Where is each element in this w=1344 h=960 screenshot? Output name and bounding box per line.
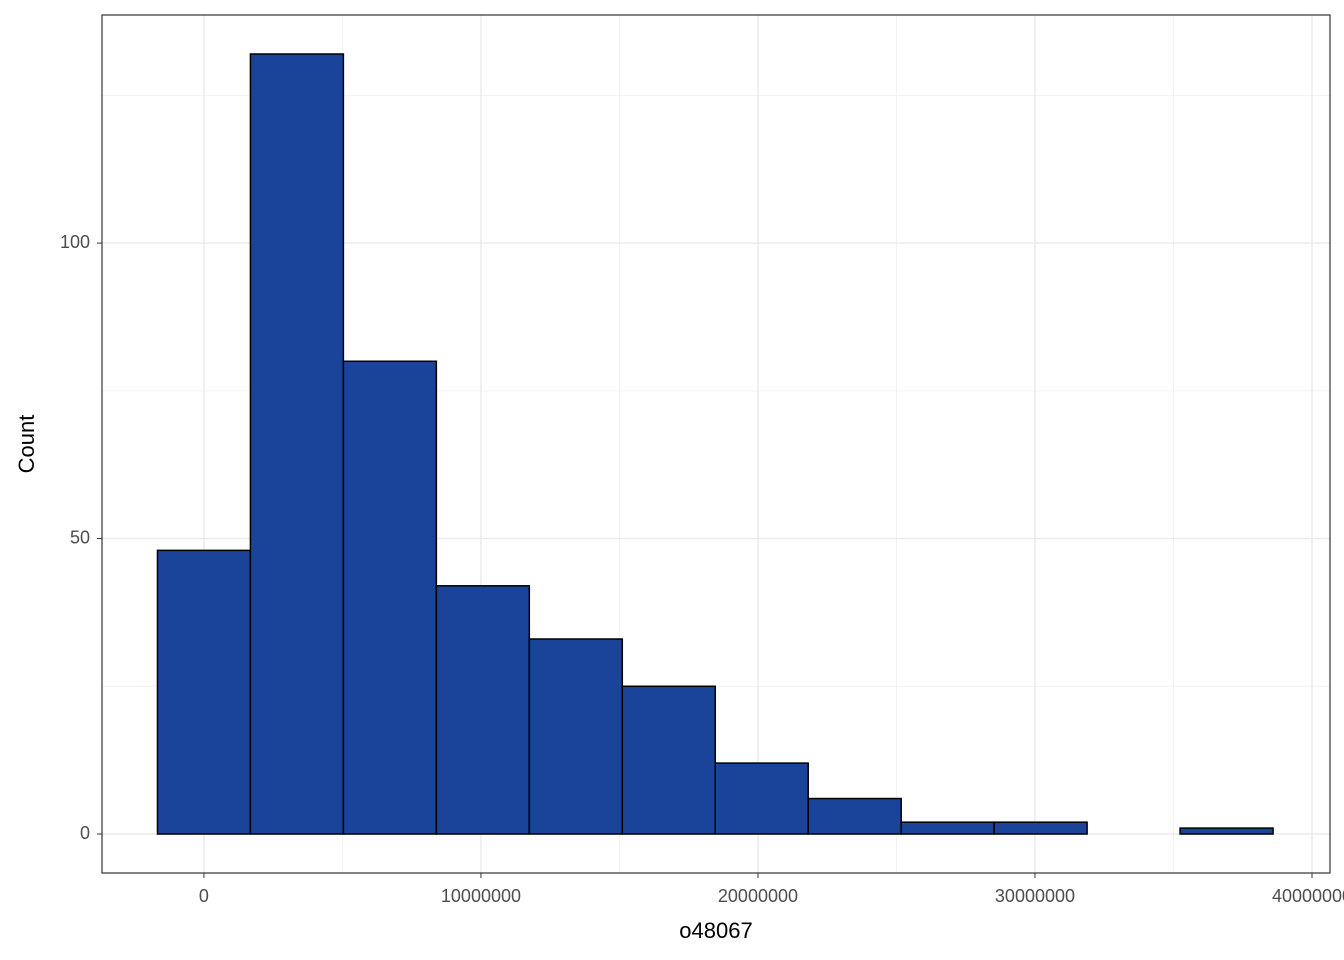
bar — [528, 638, 624, 835]
bar — [249, 53, 345, 835]
y-tick-label: 100 — [60, 232, 90, 252]
bar — [807, 797, 902, 835]
x-tick-label: 20000000 — [718, 886, 798, 906]
bar — [435, 585, 531, 835]
y-axis-label: Count — [14, 415, 39, 474]
x-tick-label: 40000000 — [1272, 886, 1344, 906]
bar — [714, 762, 809, 835]
bar — [1179, 827, 1274, 835]
y-tick-label: 50 — [70, 527, 90, 547]
x-tick-label: 10000000 — [441, 886, 521, 906]
plot-border — [101, 14, 1331, 874]
bar — [993, 821, 1088, 835]
y-tick-label: 0 — [80, 823, 90, 843]
bar — [156, 549, 252, 835]
x-tick-label: 30000000 — [995, 886, 1075, 906]
bar — [900, 821, 995, 835]
x-tick-label: 0 — [199, 886, 209, 906]
bar — [621, 685, 717, 835]
x-axis-label: o48067 — [679, 918, 752, 943]
bar — [342, 360, 438, 835]
